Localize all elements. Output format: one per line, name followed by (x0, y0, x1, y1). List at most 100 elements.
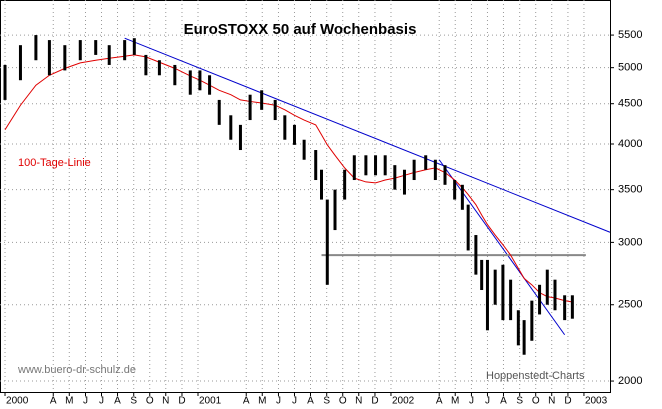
price-bar (453, 180, 457, 200)
price-bar (248, 94, 252, 121)
price-bar (123, 40, 127, 61)
y-tick-label: 4000 (618, 138, 642, 150)
price-bar (107, 45, 111, 65)
price-bar (460, 184, 464, 210)
price-bar (208, 75, 212, 95)
y-tick-label: 5500 (618, 29, 642, 41)
x-tick-label: S (323, 396, 330, 407)
price-bar (364, 155, 368, 176)
price-bar (302, 139, 306, 160)
x-tick-label: J (276, 396, 281, 407)
price-bar (493, 269, 497, 305)
y-tick-label: 2000 (618, 375, 642, 387)
x-tick-label: N (548, 396, 555, 407)
y-tick-label: 2500 (618, 299, 642, 311)
x-tick-label: A (307, 396, 314, 407)
source-note: Hoppenstedt-Charts (486, 370, 585, 382)
price-bar (516, 310, 520, 346)
price-bar (412, 159, 416, 181)
price-bar (325, 199, 329, 285)
x-tick-label: O (146, 396, 154, 407)
x-tick-label: 2003 (585, 396, 608, 407)
x-tick-label: D (178, 396, 185, 407)
price-bar (530, 300, 534, 341)
price-bar (292, 124, 296, 145)
price-bar (443, 165, 447, 185)
price-bar (563, 295, 567, 321)
price-bar (132, 38, 136, 55)
price-bar (273, 99, 277, 121)
ma-label: 100-Tage-Linie (18, 157, 91, 169)
x-tick-label: J (292, 396, 297, 407)
price-bar (18, 45, 22, 81)
x-tick-label: S (130, 396, 137, 407)
price-bar (238, 124, 242, 151)
x-tick-label: O (532, 396, 540, 407)
x-tick-label: M (258, 396, 266, 407)
x-tick-label: 2001 (199, 396, 222, 407)
plot-frame (0, 0, 611, 393)
x-tick-label: A (114, 396, 121, 407)
price-bar (343, 169, 347, 200)
price-bar (229, 115, 233, 140)
price-bar (545, 269, 549, 305)
price-bar (466, 204, 470, 251)
x-tick-label: J (99, 396, 104, 407)
price-bar (433, 159, 437, 181)
x-tick-label: A (500, 396, 507, 407)
price-bar (3, 64, 7, 100)
y-tick-label: 3500 (618, 184, 642, 196)
price-bar (173, 64, 177, 86)
x-tick-label: N (162, 396, 169, 407)
price-bar (570, 295, 574, 319)
price-bar (157, 60, 161, 76)
price-bar (319, 169, 323, 200)
x-tick-label: D (371, 396, 378, 407)
price-bar (509, 279, 513, 321)
x-tick-label: M (451, 396, 459, 407)
price-bar (538, 284, 542, 315)
price-bar (352, 155, 356, 181)
price-bar (474, 235, 478, 275)
x-tick-label: O (339, 396, 347, 407)
x-tick-label: A (436, 396, 443, 407)
price-bar (217, 99, 221, 125)
price-bar (144, 54, 148, 76)
x-tick-label: S (516, 396, 523, 407)
price-bar (393, 165, 397, 190)
price-bar (485, 259, 489, 331)
price-bar (424, 155, 428, 170)
price-bar (553, 279, 557, 311)
price-bar (63, 45, 67, 71)
x-tick-label: D (564, 396, 571, 407)
plot-layer (0, 0, 611, 392)
x-tick-label: 2000 (6, 396, 29, 407)
price-bar (314, 150, 318, 181)
price-bar (480, 259, 484, 291)
price-bar (374, 155, 378, 176)
x-tick-label: J (485, 396, 490, 407)
price-bar (501, 264, 505, 321)
price-bar (283, 115, 287, 140)
x-tick-label: 2002 (392, 396, 415, 407)
price-bar (198, 70, 202, 91)
price-bar (94, 40, 98, 55)
y-tick-label: 3000 (618, 236, 642, 248)
x-tick-label: N (355, 396, 362, 407)
trend-line (438, 159, 566, 336)
y-tick-label: 4500 (618, 98, 642, 110)
price-bar (47, 40, 51, 76)
price-bar (188, 70, 192, 95)
y-tick-label: 5000 (618, 62, 642, 74)
chart-title: EuroSTOXX 50 auf Wochenbasis (184, 21, 417, 38)
x-tick-label: M (65, 396, 73, 407)
price-bar (78, 40, 82, 61)
price-bar (522, 320, 526, 355)
moving-average (4, 54, 573, 303)
price-bar (260, 90, 264, 110)
price-bar (34, 35, 38, 61)
price-bar (402, 169, 406, 195)
x-tick-label: A (50, 396, 57, 407)
